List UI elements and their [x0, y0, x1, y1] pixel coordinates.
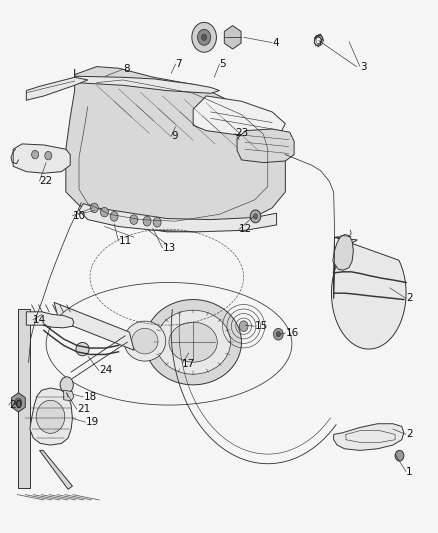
Circle shape — [100, 207, 108, 217]
Circle shape — [191, 22, 216, 52]
Circle shape — [201, 34, 206, 41]
Polygon shape — [224, 26, 240, 49]
Text: 5: 5 — [219, 59, 226, 69]
Text: 12: 12 — [239, 224, 252, 234]
Text: 22: 22 — [39, 176, 53, 186]
Circle shape — [45, 151, 52, 160]
Polygon shape — [333, 424, 403, 450]
Text: 2: 2 — [405, 430, 412, 439]
Text: 24: 24 — [99, 366, 112, 375]
Text: 21: 21 — [77, 405, 90, 414]
Ellipse shape — [155, 310, 230, 374]
Text: 2: 2 — [405, 294, 412, 303]
Circle shape — [153, 217, 161, 227]
Circle shape — [60, 377, 73, 393]
Text: 16: 16 — [285, 328, 298, 338]
Circle shape — [394, 450, 403, 461]
Ellipse shape — [131, 328, 158, 354]
Text: 8: 8 — [123, 64, 129, 74]
Text: 4: 4 — [272, 38, 278, 47]
Polygon shape — [79, 204, 276, 232]
Polygon shape — [193, 96, 285, 136]
Ellipse shape — [145, 300, 241, 385]
Circle shape — [273, 328, 283, 340]
Text: 20: 20 — [9, 400, 22, 410]
Ellipse shape — [124, 321, 166, 361]
Circle shape — [110, 212, 118, 221]
Text: 1: 1 — [405, 467, 412, 477]
Text: 14: 14 — [33, 315, 46, 325]
Ellipse shape — [76, 343, 89, 356]
Text: 13: 13 — [162, 243, 175, 253]
Text: 7: 7 — [175, 59, 182, 69]
Polygon shape — [237, 129, 293, 163]
Text: 11: 11 — [118, 236, 131, 246]
Circle shape — [276, 332, 280, 337]
Polygon shape — [39, 450, 72, 489]
Circle shape — [143, 216, 151, 226]
Polygon shape — [54, 302, 134, 350]
Circle shape — [90, 203, 98, 213]
Polygon shape — [64, 390, 74, 401]
Polygon shape — [11, 393, 25, 412]
Text: 15: 15 — [254, 321, 267, 331]
Circle shape — [15, 398, 22, 407]
Circle shape — [253, 214, 257, 219]
Polygon shape — [13, 144, 70, 173]
Text: 10: 10 — [72, 211, 85, 221]
Text: 19: 19 — [85, 417, 99, 427]
Circle shape — [130, 215, 138, 224]
Polygon shape — [30, 388, 72, 445]
Polygon shape — [18, 309, 30, 488]
Text: 17: 17 — [182, 359, 195, 368]
Polygon shape — [26, 312, 74, 328]
Polygon shape — [74, 69, 219, 93]
Text: 3: 3 — [359, 62, 366, 71]
Text: 18: 18 — [83, 392, 96, 402]
Circle shape — [239, 321, 247, 332]
Circle shape — [197, 29, 210, 45]
Polygon shape — [26, 77, 88, 100]
Ellipse shape — [169, 322, 217, 362]
Text: 9: 9 — [171, 131, 177, 141]
Polygon shape — [331, 237, 405, 349]
Polygon shape — [332, 235, 353, 270]
Ellipse shape — [36, 400, 65, 433]
Text: 23: 23 — [234, 128, 247, 138]
Polygon shape — [66, 67, 285, 232]
Circle shape — [32, 150, 39, 159]
Circle shape — [250, 210, 260, 223]
